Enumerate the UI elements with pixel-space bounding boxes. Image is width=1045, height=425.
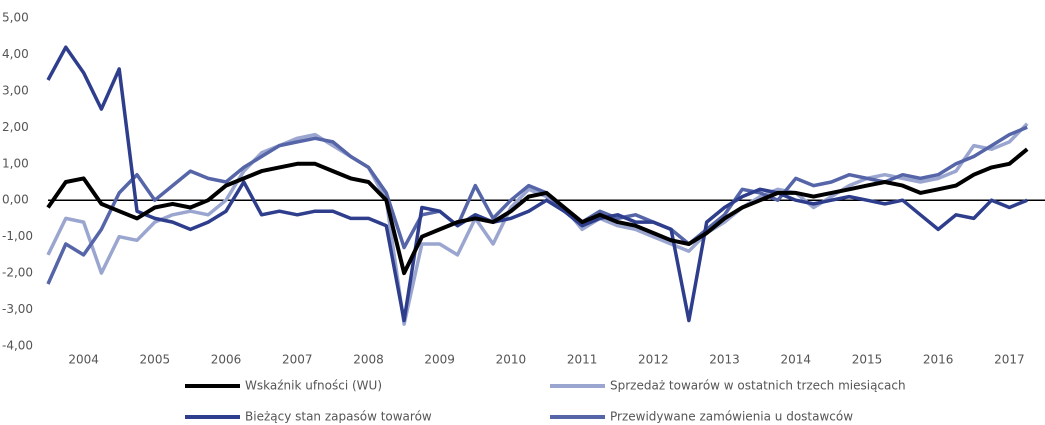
legend-label: Przewidywane zamówienia u dostawców <box>610 410 853 424</box>
series-line <box>46 125 1028 285</box>
y-tick-label: -1,00 <box>2 229 33 243</box>
x-tick-label: 2007 <box>282 353 313 367</box>
y-tick-label: -3,00 <box>2 302 33 316</box>
x-tick-label: 2012 <box>638 353 669 367</box>
x-tick-label: 2005 <box>140 353 171 367</box>
y-tick-label: 3,00 <box>2 83 29 97</box>
y-tick-label: -2,00 <box>2 266 33 280</box>
y-tick-label: 5,00 <box>2 11 29 25</box>
x-tick-label: 2011 <box>567 353 598 367</box>
x-tick-label: 2004 <box>68 353 99 367</box>
y-tick-label: 0,00 <box>2 193 29 207</box>
x-tick-label: 2010 <box>496 353 527 367</box>
x-tick-label: 2015 <box>852 353 883 367</box>
x-tick-label: 2016 <box>923 353 954 367</box>
y-tick-label: 4,00 <box>2 47 29 61</box>
y-tick-label: 2,00 <box>2 120 29 134</box>
x-tick-label: 2008 <box>353 353 384 367</box>
x-tick-label: 2013 <box>709 353 740 367</box>
series-line <box>46 147 1029 276</box>
legend-label: Wskaźnik ufności (WU) <box>245 379 382 393</box>
x-tick-label: 2017 <box>994 353 1025 367</box>
legend-label: Sprzedaż towarów w ostatnich trzech mies… <box>610 379 906 393</box>
y-tick-label: 1,00 <box>2 156 29 170</box>
legend-label: Bieżący stan zapasów towarów <box>245 410 432 424</box>
y-tick-label: -4,00 <box>2 339 33 353</box>
series-line <box>46 122 1029 326</box>
x-tick-label: 2009 <box>424 353 455 367</box>
x-tick-label: 2006 <box>211 353 242 367</box>
series-line <box>46 45 1028 323</box>
x-tick-label: 2014 <box>780 353 811 367</box>
